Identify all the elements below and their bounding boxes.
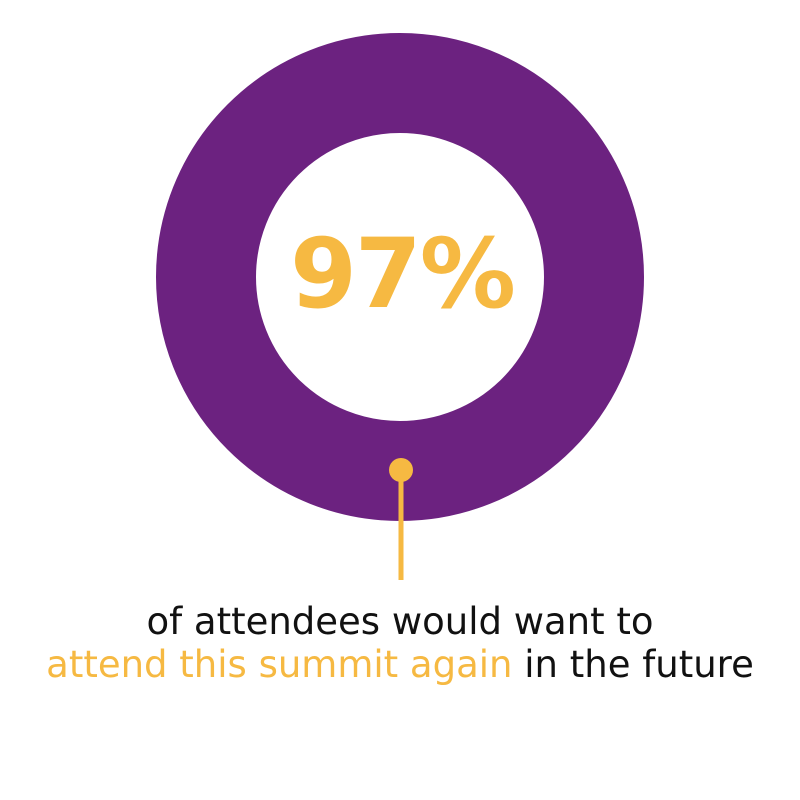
- caption-text: of attendees would want to: [146, 600, 654, 643]
- percent-value: 97%: [290, 218, 514, 330]
- pointer-dot: [389, 458, 413, 482]
- stat-caption: of attendees would want to attend this s…: [40, 600, 760, 686]
- caption-text-end: in the future: [524, 643, 754, 686]
- caption-highlight: attend this summit again: [46, 643, 513, 686]
